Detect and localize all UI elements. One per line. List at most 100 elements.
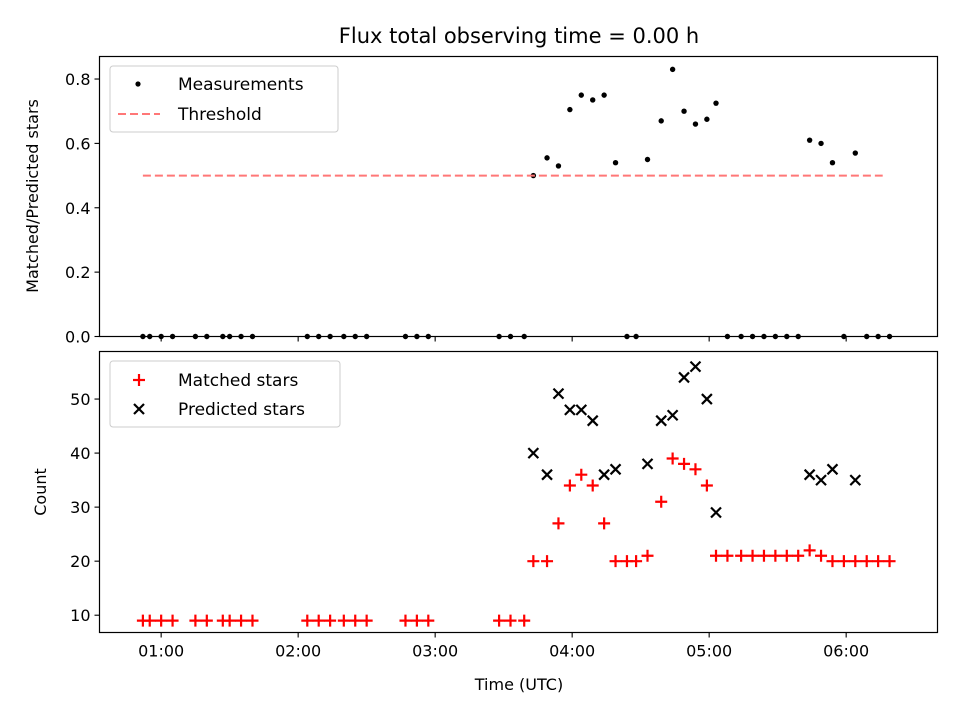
matched-stars-point [837, 555, 850, 568]
bottom-y-axis-label: Count [31, 468, 50, 516]
matched-stars-point [349, 614, 362, 627]
predicted-stars-point [564, 404, 576, 416]
matched-stars-point [541, 555, 554, 568]
measurements-point [806, 137, 813, 143]
x-tick-label: 03:00 [412, 642, 458, 661]
bottom-axis-ticks: 10 20 30 40 50 01:00 02:00 03:00 04:00 05:00 06:00 [70, 390, 869, 660]
matched-stars-point [641, 549, 654, 562]
matched-stars-point [769, 549, 782, 562]
chart-title: Flux total observing time = 0.00 h [339, 24, 699, 48]
matched-stars-point [598, 517, 611, 530]
matched-stars-point [655, 495, 668, 508]
predicted-stars-point [689, 360, 702, 373]
matched-stars-point [410, 614, 423, 627]
matched-stars-point [200, 614, 213, 627]
y-tick-label: 40 [70, 444, 90, 463]
measurements-point [829, 160, 836, 166]
matched-stars-point [575, 468, 588, 481]
x-tick-label: 06:00 [823, 642, 869, 661]
measurements-point [590, 97, 596, 103]
matched-stars-point [337, 614, 350, 627]
measurements-point [713, 100, 719, 106]
y-tick-label: 10 [70, 606, 90, 625]
matched-stars-point [246, 614, 259, 627]
predicted-stars-point [803, 468, 816, 481]
predicted-stars-legend-marker [133, 403, 145, 415]
x-axis-label: Time (UTC) [474, 675, 563, 694]
matched-stars-point [563, 479, 576, 492]
bottom-panel: Count Time (UTC) 10 20 30 40 50 01:00 02:00 03:… [31, 350, 939, 694]
measurements-point [612, 160, 619, 166]
predicted-stars-point [678, 371, 690, 384]
predicted-stars-point [666, 409, 679, 422]
y-tick-label: 0.6 [65, 134, 90, 153]
measurements-legend-marker [135, 81, 141, 87]
matched-stars-point [792, 549, 805, 562]
matched-stars-point [883, 555, 896, 568]
matched-stars-point [143, 614, 156, 627]
predicted-stars-point [575, 404, 588, 416]
top-y-axis-label: Matched/Predicted stars [23, 99, 42, 293]
matched-stars-point [780, 549, 793, 562]
x-tick-label: 05:00 [686, 642, 732, 661]
matched-stars-point [301, 614, 314, 627]
matched-stars-point [312, 614, 325, 627]
measurements-point [555, 163, 562, 169]
y-tick-label: 0.0 [65, 328, 90, 347]
matched-stars-point [689, 463, 702, 476]
matched-stars-point [803, 544, 816, 557]
matched-stars-point [422, 614, 435, 627]
predicted-stars-point [710, 506, 722, 519]
measurements-point [544, 155, 550, 161]
measurements-point [578, 92, 584, 98]
matched-stars-point [399, 614, 412, 627]
predicted-stars-point [541, 468, 553, 481]
x-tick-label: 01:00 [138, 642, 184, 661]
threshold-legend-label: Threshold [177, 105, 262, 125]
predicted-stars-point [586, 414, 599, 427]
top-panel: Flux total observing time = 0.00 h Match… [23, 24, 939, 347]
matched-stars-point [700, 479, 713, 492]
matched-stars-point [757, 549, 770, 562]
matched-stars-point [735, 549, 748, 562]
bottom-legend-box [109, 360, 341, 428]
y-tick-label: 50 [70, 390, 90, 409]
matched-stars-point [155, 614, 168, 627]
predicted-stars-point [641, 458, 654, 470]
measurements-point [692, 121, 699, 127]
y-tick-label: 20 [70, 552, 90, 571]
top-legend-box [109, 65, 339, 133]
y-tick-label: 0.8 [65, 70, 90, 89]
measurements-point [704, 116, 710, 122]
top-plot-frame [98, 55, 939, 338]
measurements-point [818, 140, 824, 147]
matched-stars-point [189, 614, 202, 627]
bottom-plot-frame [98, 350, 939, 634]
measurements-point [669, 66, 676, 73]
measurements-point [658, 118, 664, 124]
predicted-stars-point [826, 463, 839, 476]
y-tick-label: 0.4 [65, 199, 90, 218]
top-legend: Measurements Threshold [109, 65, 339, 133]
matched-stars-legend-label: Matched stars [178, 371, 298, 391]
measurements-point [681, 108, 687, 114]
bottom-plot-area [136, 360, 896, 627]
measurements-legend-label: Measurements [178, 75, 304, 95]
matched-stars-point [223, 614, 236, 627]
matched-stars-point [710, 549, 723, 562]
matched-stars-point [527, 555, 540, 568]
x-tick-label: 04:00 [549, 642, 595, 661]
matched-stars-point [849, 555, 862, 568]
predicted-stars-point [552, 387, 565, 400]
predicted-stars-point [815, 474, 827, 486]
x-tick-label: 02:00 [275, 642, 321, 661]
matched-stars-point [552, 517, 565, 530]
matched-stars-point [504, 614, 517, 627]
matched-stars-point [235, 614, 248, 627]
matched-stars-point [678, 457, 691, 470]
matched-stars-point [746, 549, 759, 562]
measurements-point [852, 150, 858, 156]
matched-stars-legend-marker [133, 374, 145, 386]
predicted-stars-point [701, 393, 713, 405]
